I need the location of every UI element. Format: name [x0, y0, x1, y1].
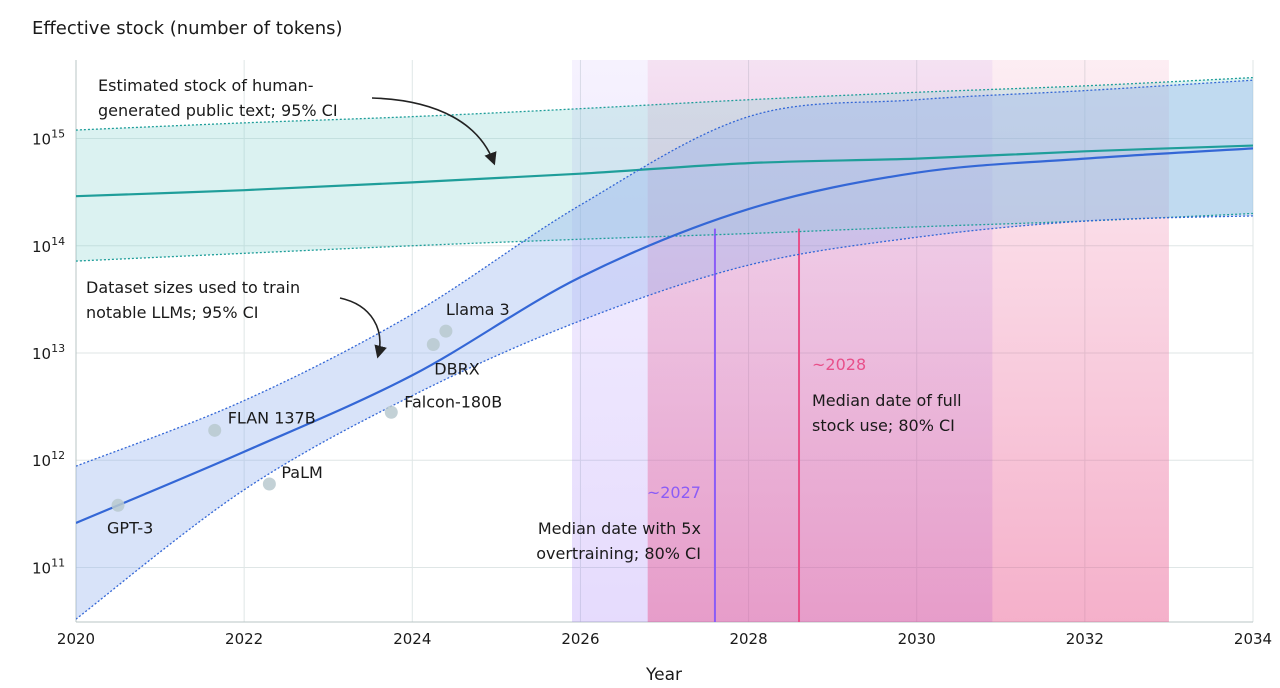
y-tick-label: 1011 — [32, 556, 65, 577]
x-tick-label: 2022 — [225, 630, 263, 648]
x-tick-label: 2032 — [1066, 630, 1104, 648]
y-tick-base: 10 — [32, 238, 51, 256]
ci-band — [76, 80, 1253, 620]
model-point — [384, 405, 398, 419]
interval-text: Median date of full — [812, 391, 962, 410]
median-line — [76, 144, 1253, 198]
x-tick-label: 2028 — [729, 630, 767, 648]
y-tick-base: 10 — [32, 131, 51, 149]
series-annotation: generated public text; 95% CI — [98, 101, 338, 120]
x-axis-label: Year — [645, 665, 682, 685]
point-label: GPT-3 — [107, 518, 153, 537]
ci-bound — [76, 76, 1253, 131]
y-tick-base: 10 — [32, 452, 51, 470]
series-annotation: Estimated stock of human- — [98, 76, 314, 95]
y-tick-label: 1015 — [32, 128, 65, 149]
y-tick-exponent: 14 — [51, 235, 65, 248]
ci-bound — [76, 215, 1253, 620]
model-point — [208, 423, 222, 437]
x-tick-label: 2030 — [898, 630, 936, 648]
ci-bound — [76, 79, 1253, 467]
series-annotation: notable LLMs; 95% CI — [86, 303, 259, 322]
interval-text: overtraining; 80% CI — [536, 544, 701, 563]
ci-band — [76, 77, 1253, 262]
x-tick-label: 2020 — [57, 630, 95, 648]
y-tick-exponent: 13 — [51, 342, 65, 355]
y-tick-exponent: 11 — [51, 556, 65, 569]
x-tick-label: 2034 — [1234, 630, 1272, 648]
point-label: DBRX — [434, 360, 479, 379]
interval-text: stock use; 80% CI — [812, 416, 955, 435]
y-tick-exponent: 12 — [51, 449, 65, 462]
y-tick-base: 10 — [32, 559, 51, 577]
point-label: PaLM — [281, 463, 322, 482]
median-line — [76, 147, 1253, 524]
labels: 2020 2022 2024 2026 2028 2030 2032 203410111012… — [32, 76, 1272, 648]
y-tick-exponent: 15 — [51, 128, 65, 141]
annotation-arrow — [371, 97, 497, 166]
y-tick-label: 1014 — [32, 235, 65, 256]
y-tick-label: 1013 — [32, 342, 65, 363]
interval-label: ~2027 — [647, 483, 701, 502]
y-tick-label: 1012 — [32, 449, 65, 470]
point-label: Llama 3 — [446, 300, 510, 319]
model-point — [439, 324, 453, 338]
bands — [76, 77, 1253, 620]
chart-title: Effective stock (number of tokens) — [32, 18, 343, 39]
x-tick-label: 2024 — [393, 630, 431, 648]
point-label: FLAN 137B — [228, 408, 316, 427]
point-label: Falcon-180B — [404, 392, 502, 411]
series-annotation: Dataset sizes used to train — [86, 278, 300, 297]
interval-label: ~2028 — [812, 355, 866, 374]
intervals — [572, 60, 1169, 622]
y-tick-base: 10 — [32, 345, 51, 363]
model-point — [262, 477, 276, 491]
interval-region — [647, 60, 1169, 622]
ci-bound — [76, 212, 1253, 262]
annotation-arrow — [339, 297, 387, 359]
lines — [76, 76, 1253, 622]
model-point — [111, 498, 125, 512]
model-point — [426, 338, 440, 352]
x-tick-label: 2026 — [561, 630, 599, 648]
interval-text: Median date with 5x — [538, 519, 701, 538]
